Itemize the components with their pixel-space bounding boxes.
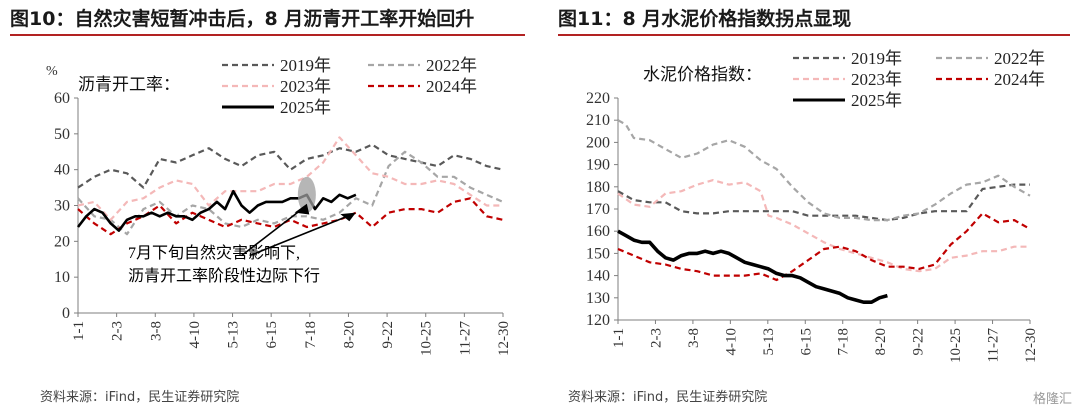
left-title-rule — [10, 34, 525, 36]
x-tick-label: 9-22 — [380, 321, 396, 349]
y-tick-label: 50 — [54, 126, 70, 143]
y-tick-label: 0 — [62, 305, 70, 322]
x-tick-label: 8-20 — [341, 321, 357, 349]
y-tick-label: 10 — [54, 269, 70, 286]
annotation-arrowhead-right — [340, 212, 356, 222]
legend-label: 2024年 — [994, 70, 1045, 89]
x-tick-label: 11-27 — [986, 328, 1002, 363]
right-source-note: 资料来源：iFind，民生证券研究院 — [568, 390, 768, 405]
x-tick-label: 3-8 — [686, 328, 702, 348]
y-tick-label: 190 — [586, 157, 610, 174]
series-line-2019 — [77, 143, 504, 189]
x-tick-label: 5-13 — [761, 328, 777, 356]
y-tick-label: 60 — [54, 90, 70, 107]
y-tick-label: 170 — [586, 201, 610, 218]
x-tick-label: 9-22 — [911, 328, 927, 356]
x-tick-label: 7-18 — [303, 321, 319, 349]
annotation-text-line: 沥青开工率阶段性边际下行 — [128, 267, 320, 285]
y-unit-label: % — [46, 64, 58, 79]
x-tick-label: 3-8 — [148, 321, 164, 341]
x-tick-label: 4-10 — [187, 321, 203, 349]
series-line-2019 — [617, 183, 1030, 222]
right-title-rule — [558, 34, 1070, 36]
annotation-text-line: 7月下旬自然灾害影响下, — [128, 244, 300, 262]
y-tick-label: 30 — [54, 198, 70, 215]
left-panel-title: 图10：自然灾害短暂冲击后，8 月沥青开工率开始回升 — [10, 8, 475, 30]
legend-label: 2025年 — [280, 98, 331, 117]
series-line-2022 — [617, 119, 1031, 222]
y-tick-label: 20 — [54, 233, 70, 250]
x-tick-label: 7-18 — [836, 328, 852, 356]
y-tick-label: 180 — [586, 179, 610, 196]
y-tick-label: 220 — [586, 90, 610, 107]
y-tick-label: 200 — [586, 134, 610, 151]
annotation-arrow-left — [240, 208, 303, 257]
series-line-2024 — [617, 212, 1031, 282]
x-tick-label: 1-1 — [611, 328, 627, 348]
legend-label: 2025年 — [851, 91, 902, 110]
x-tick-label: 5-13 — [226, 321, 242, 349]
series-line-2023 — [617, 179, 1030, 273]
y-tick-label: 140 — [586, 268, 610, 285]
x-tick-label: 2-3 — [110, 321, 126, 341]
y-axis-title: 沥青开工率： — [78, 75, 180, 94]
watermark-logo: 格隆汇 — [1032, 392, 1072, 407]
x-tick-label: 10-25 — [419, 321, 435, 356]
legend-label: 2023年 — [280, 77, 331, 96]
legend-label: 2019年 — [851, 49, 902, 68]
highlight-ellipse — [297, 176, 316, 213]
x-tick-label: 6-15 — [798, 328, 814, 356]
series-line-2023 — [77, 136, 503, 221]
x-tick-label: 11-27 — [457, 321, 473, 356]
right-panel-title: 图11：8 月水泥价格指数拐点显现 — [558, 8, 852, 30]
left-source-note: 资料来源：iFind，民生证券研究院 — [40, 390, 240, 405]
y-tick-label: 130 — [586, 290, 610, 307]
x-tick-label: 1-1 — [71, 321, 87, 341]
legend-label: 2022年 — [994, 49, 1045, 68]
cement-price-index-chart: 120 130 140 150 160 170 180 190 200 210 220 1-1 2-3 3… — [586, 49, 1045, 363]
series-line-2025 — [617, 229, 888, 305]
y-axis-title: 水泥价格指数： — [643, 65, 762, 84]
y-tick-label: 210 — [586, 112, 610, 129]
annotation-arrowhead-left — [294, 203, 310, 215]
legend-label: 2019年 — [280, 56, 331, 75]
x-tick-label: 2-3 — [648, 328, 664, 348]
annotation-arrow-right — [249, 214, 350, 257]
x-tick-label: 8-20 — [873, 328, 889, 356]
legend-label: 2024年 — [426, 77, 477, 96]
x-tick-label: 12-30 — [496, 321, 512, 356]
legend-label: 2023年 — [851, 70, 902, 89]
x-tick-label: 6-15 — [264, 321, 280, 349]
y-tick-label: 160 — [586, 223, 610, 240]
y-tick-label: 120 — [586, 312, 610, 329]
x-tick-label: 4-10 — [723, 328, 739, 356]
y-tick-label: 40 — [54, 162, 70, 179]
legend-label: 2022年 — [426, 56, 477, 75]
x-tick-label: 12-30 — [1023, 328, 1039, 363]
y-tick-label: 150 — [586, 245, 610, 262]
x-tick-label: 10-25 — [948, 328, 964, 363]
asphalt-operating-rate-chart: 0 10 20 30 40 50 60 1-1 2-3 3-8 4-10 5-13 6-15 7-18 8-… — [46, 56, 512, 356]
